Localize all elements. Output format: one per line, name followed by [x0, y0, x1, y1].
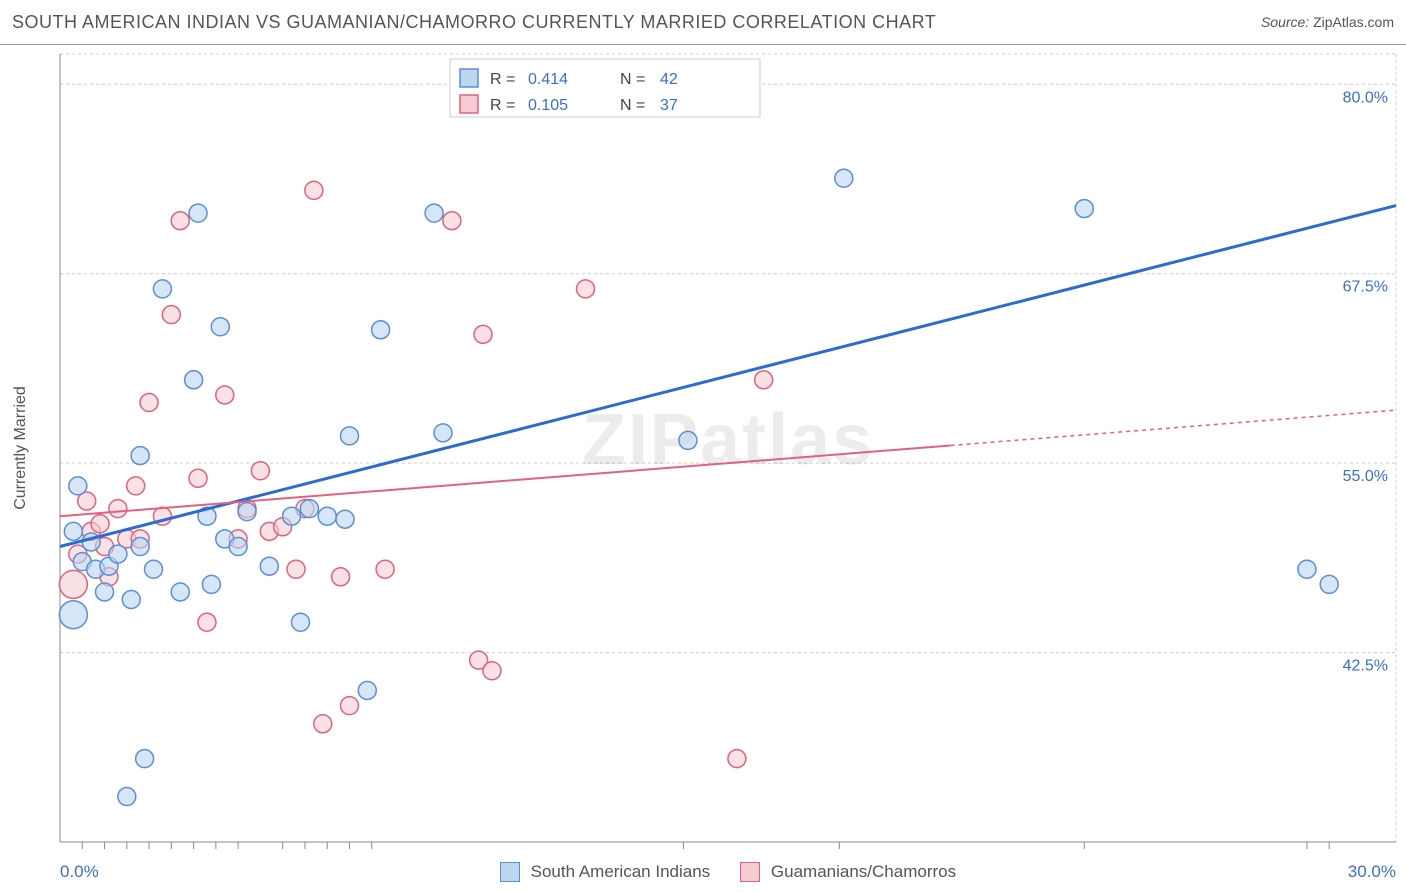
data-point-a [131, 538, 149, 556]
y-tick-label: 55.0% [1343, 468, 1388, 485]
data-point-a [229, 538, 247, 556]
data-point-a [238, 503, 256, 521]
data-point-a [131, 447, 149, 465]
data-point-b [474, 325, 492, 343]
data-point-a [64, 522, 82, 540]
chart-header: SOUTH AMERICAN INDIAN VS GUAMANIAN/CHAMO… [0, 0, 1406, 45]
data-point-a [425, 204, 443, 222]
data-point-b [216, 386, 234, 404]
legend-swatch-a [500, 862, 520, 882]
bottom-legend: 0.0% South American Indians Guamanians/C… [60, 852, 1396, 892]
data-point-a [291, 613, 309, 631]
data-point-b [755, 371, 773, 389]
data-point-a [202, 575, 220, 593]
data-point-a [189, 204, 207, 222]
stats-R-value-b: 0.105 [528, 97, 568, 114]
data-point-b [305, 181, 323, 199]
data-point-b [314, 715, 332, 733]
data-point-b [287, 560, 305, 578]
data-point-b [483, 662, 501, 680]
data-point-a [145, 560, 163, 578]
data-point-b [340, 697, 358, 715]
stats-N-label-b: N = [620, 97, 645, 114]
data-point-b [728, 750, 746, 768]
data-point-a [59, 601, 87, 629]
data-point-a [171, 583, 189, 601]
data-point-a [434, 424, 452, 442]
data-point-a [340, 427, 358, 445]
x-tick-max: 30.0% [1348, 862, 1396, 882]
data-point-a [211, 318, 229, 336]
data-point-a [96, 583, 114, 601]
legend-item-b: Guamanians/Chamorros [740, 862, 956, 883]
y-tick-label: 67.5% [1343, 279, 1388, 296]
legend-label-b: Guamanians/Chamorros [771, 862, 956, 881]
data-point-a [1298, 560, 1316, 578]
stats-N-value-a: 42 [660, 71, 678, 88]
stats-R-label-b: R = [490, 97, 515, 114]
chart-source: Source: ZipAtlas.com [1261, 14, 1394, 30]
data-point-a [260, 557, 278, 575]
data-point-a [835, 169, 853, 187]
data-point-a [336, 510, 354, 528]
data-point-a [109, 545, 127, 563]
data-point-a [185, 371, 203, 389]
chart-title: SOUTH AMERICAN INDIAN VS GUAMANIAN/CHAMO… [12, 12, 936, 33]
data-point-a [318, 507, 336, 525]
watermark: ZIPatlas [582, 400, 874, 480]
data-point-b [443, 212, 461, 230]
data-point-a [69, 477, 87, 495]
y-axis-label: Currently Married [12, 386, 29, 510]
stats-R-label-a: R = [490, 71, 515, 88]
data-point-b [198, 613, 216, 631]
scatter-plot: ZIPatlas 42.5% 55.0% 67.5% 80.0% Currently Ma… [0, 44, 1406, 852]
data-point-b [332, 568, 350, 586]
data-point-b [91, 515, 109, 533]
legend-label-a: South American Indians [531, 862, 711, 881]
data-point-a [358, 681, 376, 699]
stats-N-label-a: N = [620, 71, 645, 88]
data-point-a [300, 500, 318, 518]
y-tick-label: 42.5% [1343, 658, 1388, 675]
stats-R-value-a: 0.414 [528, 71, 568, 88]
data-point-b [189, 469, 207, 487]
data-point-b [162, 306, 180, 324]
source-value: ZipAtlas.com [1313, 14, 1394, 30]
data-point-a [136, 750, 154, 768]
data-point-b [109, 500, 127, 518]
data-point-b [59, 570, 87, 598]
trend-line-b-ext [951, 410, 1396, 445]
legend-item-a: South American Indians [500, 862, 710, 883]
stats-swatch-a [460, 69, 478, 87]
stats-N-value-b: 37 [660, 97, 678, 114]
legend-swatch-b [740, 862, 760, 882]
trend-line-a [60, 206, 1396, 547]
data-point-b [251, 462, 269, 480]
stats-swatch-b [460, 95, 478, 113]
data-point-a [122, 591, 140, 609]
data-point-b [376, 560, 394, 578]
data-point-b [140, 394, 158, 412]
data-point-a [283, 507, 301, 525]
data-point-a [118, 788, 136, 806]
y-tick-label: 80.0% [1343, 89, 1388, 106]
data-point-a [153, 280, 171, 298]
data-point-a [372, 321, 390, 339]
data-point-b [576, 280, 594, 298]
data-point-a [1320, 575, 1338, 593]
data-point-a [679, 431, 697, 449]
plot-container: ZIPatlas 42.5% 55.0% 67.5% 80.0% Currently Ma… [0, 44, 1406, 852]
x-tick-min: 0.0% [60, 862, 99, 882]
data-point-a [1075, 200, 1093, 218]
source-label: Source: [1261, 14, 1309, 30]
data-point-b [171, 212, 189, 230]
data-point-b [127, 477, 145, 495]
